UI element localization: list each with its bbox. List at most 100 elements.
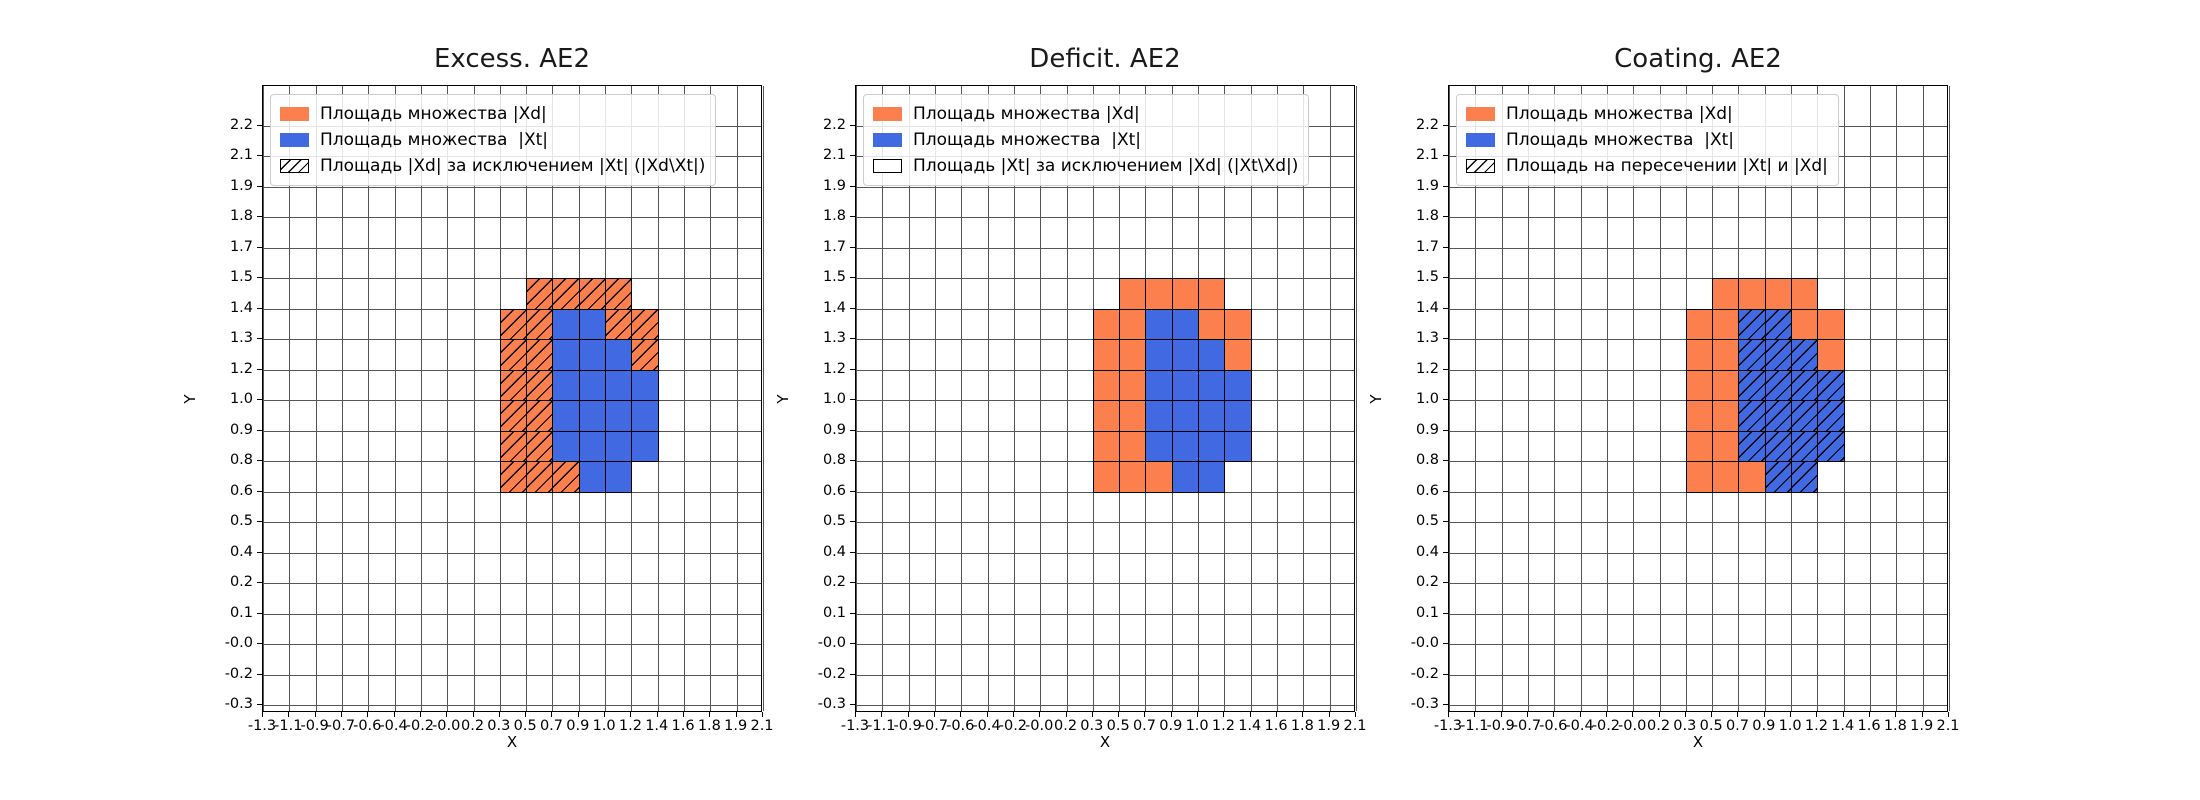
gridline: [908, 86, 910, 711]
gridline: [856, 278, 1354, 280]
xt-cell: [552, 339, 580, 371]
xt-cell: [578, 369, 607, 402]
gridline: [856, 522, 1354, 524]
x-tick-label: -0.9: [1486, 718, 1515, 734]
xt-cell: [1224, 430, 1252, 463]
y-tick-label: 0.2: [1415, 573, 1439, 590]
x-tick-label: 2.1: [1936, 718, 1960, 734]
xd-cell: [1198, 278, 1226, 310]
x-tick-label: -0.6: [353, 718, 382, 734]
y-tick: [850, 582, 855, 584]
x-tick-label: 1.4: [1238, 718, 1262, 734]
legend-item: Площадь множества |Xt|: [873, 127, 1298, 153]
y-tick-label: -0.2: [1410, 665, 1439, 682]
y-tick: [257, 216, 262, 218]
x-tick-label: 0.5: [1699, 718, 1723, 734]
xd-cell: [1145, 461, 1173, 493]
xt-cell: [1171, 461, 1200, 493]
x-tick-label: 1.8: [1290, 718, 1314, 734]
x-tick-label: 0.9: [1159, 718, 1183, 734]
y-tick: [1443, 643, 1448, 645]
xt-cell: [1171, 308, 1200, 341]
gridline: [1501, 86, 1503, 711]
xt-cell: [1145, 339, 1173, 371]
x-tick: [1355, 712, 1356, 717]
xd-cell: [1712, 278, 1740, 310]
x-tick: [1144, 712, 1146, 717]
y-tick: [257, 368, 262, 370]
y-tick-label: 0.9: [229, 421, 253, 438]
xt-cell: [578, 339, 607, 371]
xt-cell: [631, 369, 659, 402]
x-tick: [367, 712, 369, 717]
x-tick-label: -1.3: [840, 718, 870, 734]
xt-cell: [1764, 369, 1793, 402]
xd-cell: [1171, 278, 1200, 310]
legend-label: Площадь множества |Xd|: [320, 103, 547, 124]
y-tick: [850, 125, 855, 126]
x-tick: [656, 712, 658, 717]
legend-swatch-xd: [873, 107, 902, 121]
x-tick-label: -0.0: [432, 718, 461, 734]
y-tick-label: -0.3: [1410, 695, 1439, 712]
x-axis-label: X: [1099, 733, 1111, 751]
xd-cell: [1119, 278, 1147, 310]
y-tick-label: 1.8: [1415, 208, 1439, 225]
y-tick-label: 0.8: [1415, 451, 1439, 468]
xd-cell: [526, 339, 554, 371]
x-tick-label: -0.6: [946, 718, 975, 734]
xt-cell: [1145, 369, 1173, 402]
xt-cell: [1791, 461, 1819, 493]
gridline: [856, 247, 1354, 249]
xt-cell: [552, 400, 580, 432]
x-tick-label: 1.2: [1804, 718, 1828, 734]
y-tick-label: 1.2: [1415, 360, 1439, 377]
x-tick: [314, 712, 316, 717]
gridline: [263, 86, 264, 711]
gridline: [1277, 86, 1279, 711]
gridline: [1659, 86, 1661, 711]
y-tick-label: 0.9: [822, 421, 846, 438]
x-tick-label: 1.8: [697, 718, 721, 734]
legend-item: Площадь множества |Xd|: [280, 101, 705, 127]
x-tick: [1658, 712, 1660, 717]
x-tick: [683, 712, 685, 717]
y-tick-label: 0.4: [229, 543, 253, 560]
gridline: [1449, 552, 1947, 554]
axes-area: Площадь множества |Xd| Площадь множества …: [1448, 85, 1950, 712]
xd-cell: [499, 339, 528, 371]
gridline: [1527, 86, 1529, 711]
x-tick-label: -0.2: [998, 718, 1028, 734]
y-tick: [1443, 551, 1448, 553]
y-tick: [257, 704, 262, 705]
x-tick-label: 1.0: [592, 718, 616, 734]
y-tick-label: 1.2: [229, 360, 253, 377]
gridline: [882, 86, 884, 711]
x-tick: [551, 712, 553, 717]
y-tick: [1443, 185, 1448, 187]
x-tick: [1500, 712, 1502, 717]
xd-cell: [499, 430, 528, 463]
y-tick: [1443, 368, 1448, 370]
legend-swatch-xt: [873, 133, 902, 147]
y-tick: [850, 246, 855, 248]
xt-cell: [1738, 339, 1766, 371]
legend-label: Площадь множества |Xt|: [320, 129, 549, 150]
x-tick-label: 0.3: [1080, 718, 1104, 734]
x-tick: [1302, 712, 1304, 717]
x-tick: [288, 712, 290, 717]
y-tick-label: 0.5: [822, 512, 846, 529]
y-tick-label: -0.0: [224, 634, 253, 651]
x-tick: [577, 712, 579, 717]
xt-cell: [1817, 369, 1845, 402]
y-tick: [257, 460, 262, 462]
y-tick: [850, 490, 855, 492]
xd-cell: [631, 339, 659, 371]
xd-cell: [1712, 400, 1740, 432]
xt-cell: [631, 430, 659, 463]
x-tick-label: -1.3: [247, 718, 277, 734]
legend-label: Площадь на пересечении |Xt| и |Xd|: [1506, 155, 1828, 176]
xd-cell: [1119, 400, 1147, 432]
y-tick-label: 0.6: [229, 482, 253, 499]
